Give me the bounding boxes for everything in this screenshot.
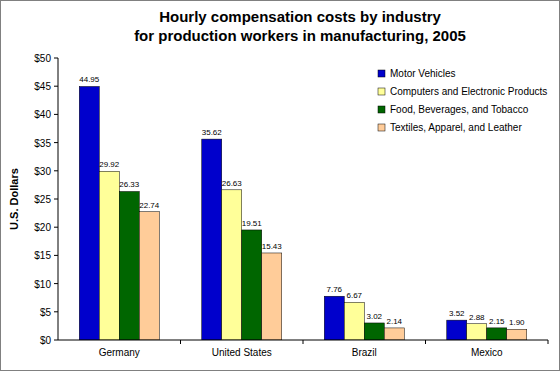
y-tick-label: $30 bbox=[34, 166, 51, 177]
bar bbox=[487, 328, 507, 340]
legend-swatch bbox=[378, 106, 385, 113]
x-tick bbox=[180, 340, 181, 344]
bar bbox=[364, 323, 384, 340]
x-tick-label: Mexico bbox=[471, 347, 503, 358]
bar bbox=[447, 320, 467, 340]
bar bbox=[467, 324, 487, 340]
y-tick-label: $5 bbox=[40, 307, 52, 318]
x-tick bbox=[303, 340, 304, 344]
data-label: 22.74 bbox=[139, 201, 160, 210]
legend-swatch bbox=[378, 124, 385, 131]
bar bbox=[324, 296, 344, 340]
data-label: 35.62 bbox=[202, 128, 223, 137]
y-tick-label: $45 bbox=[34, 81, 51, 92]
legend-label: Motor Vehicles bbox=[390, 68, 456, 79]
title: Hourly compensation costs by industry for… bbox=[134, 8, 466, 44]
bar bbox=[507, 329, 527, 340]
x-tick-label: Brazil bbox=[352, 347, 377, 358]
data-label: 29.92 bbox=[99, 160, 120, 169]
bar bbox=[344, 302, 364, 340]
data-label: 7.76 bbox=[326, 285, 342, 294]
data-label: 15.43 bbox=[262, 242, 283, 251]
bar bbox=[384, 328, 404, 340]
y-tick-label: $25 bbox=[34, 194, 51, 205]
y-tick bbox=[54, 170, 58, 171]
bar bbox=[202, 139, 222, 340]
legend-swatch bbox=[378, 70, 385, 77]
y-tick bbox=[54, 227, 58, 228]
bar bbox=[79, 86, 99, 340]
title-line: Hourly compensation costs by industry bbox=[159, 8, 441, 25]
chart-border bbox=[1, 1, 560, 371]
y-tick-label: $0 bbox=[40, 335, 52, 346]
y-tick bbox=[54, 86, 58, 87]
y-tick-label: $40 bbox=[34, 109, 51, 120]
y-tick-label: $35 bbox=[34, 138, 51, 149]
data-label: 2.15 bbox=[489, 317, 505, 326]
legend-label: Textiles, Apparel, and Leather bbox=[390, 122, 522, 133]
x-tick bbox=[425, 340, 426, 344]
y-tick bbox=[54, 114, 58, 115]
y-tick bbox=[54, 311, 58, 312]
y-tick bbox=[54, 283, 58, 284]
bar bbox=[119, 191, 139, 340]
x-axis bbox=[58, 340, 548, 341]
y-axis-label: U.S. Dollars bbox=[8, 168, 20, 230]
data-label: 44.95 bbox=[79, 75, 100, 84]
data-label: 26.33 bbox=[119, 180, 140, 189]
y-tick bbox=[54, 58, 58, 59]
chart: Hourly compensation costs by industry for… bbox=[0, 0, 560, 371]
y-tick-label: $50 bbox=[34, 53, 51, 64]
data-label: 19.51 bbox=[242, 219, 263, 228]
data-label: 3.02 bbox=[366, 312, 382, 321]
y-axis bbox=[58, 58, 59, 340]
data-label: 2.88 bbox=[469, 313, 485, 322]
y-tick-label: $20 bbox=[34, 222, 51, 233]
bars bbox=[79, 86, 527, 340]
y-tick bbox=[54, 142, 58, 143]
data-label: 6.67 bbox=[346, 291, 362, 300]
y-tick bbox=[54, 340, 58, 341]
x-tick-label: Germany bbox=[99, 347, 140, 358]
data-label: 3.52 bbox=[449, 309, 465, 318]
y-tick-label: $15 bbox=[34, 250, 51, 261]
legend-swatch bbox=[378, 88, 385, 95]
bar bbox=[242, 230, 262, 340]
bar bbox=[222, 190, 242, 340]
x-tick-label: United States bbox=[212, 347, 272, 358]
legend-label: Food, Beverages, and Tobacco bbox=[390, 104, 529, 115]
data-label: 2.14 bbox=[386, 317, 402, 326]
bar bbox=[139, 212, 159, 340]
data-label: 26.63 bbox=[222, 179, 243, 188]
bar bbox=[262, 253, 282, 340]
data-label: 1.90 bbox=[509, 318, 525, 327]
x-tick bbox=[548, 340, 549, 344]
y-tick bbox=[54, 255, 58, 256]
y-tick bbox=[54, 199, 58, 200]
y-tick-label: $10 bbox=[34, 279, 51, 290]
legend-label: Computers and Electronic Products bbox=[390, 86, 547, 97]
title-line: for production workers in manufacturing,… bbox=[134, 27, 466, 44]
bar bbox=[99, 171, 119, 340]
